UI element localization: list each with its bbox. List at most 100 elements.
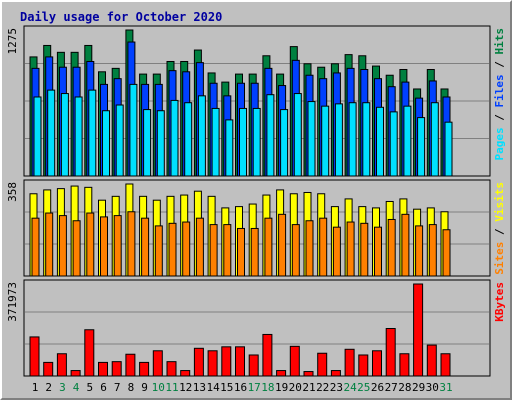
bar-sites-day-2	[45, 212, 54, 277]
bar-sites-day-4	[72, 220, 81, 277]
legend-top: Pages / Files / Hits	[493, 28, 506, 161]
bar-pages-day-4	[74, 96, 83, 177]
bar-kbytes-day-12	[180, 370, 191, 377]
bar-pages-day-5	[88, 89, 97, 177]
bar-pages-day-21	[307, 101, 316, 177]
x-tick-label-day-1: 1	[32, 381, 39, 394]
bar-sites-day-31	[442, 229, 451, 277]
bar-kbytes-day-1	[29, 336, 40, 377]
x-tick-label-day-20: 20	[289, 381, 302, 394]
legend-part-bottom-0: KBytes	[493, 282, 506, 322]
x-tick-label-day-24: 24	[343, 381, 357, 394]
bar-sites-day-16	[237, 227, 245, 277]
bar-kbytes-day-3	[56, 353, 67, 377]
bar-sites-day-29	[415, 225, 424, 277]
x-tick-label-day-27: 27	[385, 381, 398, 394]
bar-pages-day-22	[321, 105, 330, 177]
bar-sites-day-3	[58, 215, 67, 277]
bar-pages-day-31	[444, 121, 453, 177]
x-tick-label-day-14: 14	[206, 381, 220, 394]
x-tick-label-day-3: 3	[59, 381, 66, 394]
bar-kbytes-day-10	[152, 350, 163, 377]
bar-sites-day-21	[305, 220, 314, 277]
bar-kbytes-day-22	[317, 352, 328, 377]
bar-kbytes-day-14	[207, 350, 218, 377]
chart-title: Daily usage for October 2020	[20, 10, 223, 24]
bar-pages-day-23	[334, 103, 343, 177]
legend-part-middle-2: Visits	[493, 182, 506, 222]
bar-sites-day-30	[428, 224, 437, 277]
bar-sites-day-15	[223, 224, 232, 277]
bar-sites-day-1	[31, 217, 40, 277]
bar-kbytes-day-30	[426, 344, 437, 377]
x-tick-label-day-2: 2	[45, 381, 52, 394]
bar-pages-day-10	[156, 110, 165, 177]
bar-pages-day-20	[293, 93, 302, 177]
bar-pages-day-26	[376, 106, 384, 177]
x-tick-label-day-6: 6	[100, 381, 107, 394]
legend-part-middle-0: Sites	[493, 242, 506, 275]
bar-pages-day-9	[143, 109, 152, 177]
bar-pages-day-24	[348, 102, 357, 177]
bar-pages-day-28	[403, 105, 412, 177]
bar-pages-day-13	[197, 95, 206, 177]
bar-pages-day-3	[60, 93, 69, 177]
bar-pages-day-2	[47, 89, 56, 177]
bar-sites-day-14	[209, 224, 218, 277]
legend-middle: Sites / Visits	[493, 182, 506, 275]
bar-kbytes-day-23	[330, 370, 341, 377]
x-tick-label-day-23: 23	[330, 381, 343, 394]
x-tick-label-day-21: 21	[302, 381, 315, 394]
bar-pages-day-1	[33, 96, 42, 177]
x-tick-label-day-4: 4	[73, 381, 80, 394]
x-tick-label-day-26: 26	[371, 381, 384, 394]
bar-sites-day-9	[141, 217, 150, 277]
bar-pages-day-29	[417, 117, 426, 177]
x-tick-label-day-18: 18	[261, 381, 274, 394]
x-tick-label-day-25: 25	[357, 381, 370, 394]
x-tick-label-day-12: 12	[179, 381, 192, 394]
x-tick-label-day-30: 30	[426, 381, 439, 394]
bar-kbytes-day-29	[413, 283, 424, 377]
x-tick-label-day-19: 19	[275, 381, 288, 394]
bar-sites-day-11	[168, 222, 177, 277]
bar-sites-day-24	[346, 221, 355, 277]
bar-kbytes-day-8	[125, 353, 136, 377]
bar-kbytes-day-19	[276, 370, 287, 377]
ymax-label-bottom: 371973	[6, 282, 19, 322]
bar-sites-day-28	[401, 213, 410, 277]
bar-sites-day-7	[113, 215, 122, 277]
legend-part-top-3: /	[493, 55, 506, 75]
legend-part-top-2: Files	[493, 74, 506, 107]
legend-part-top-0: Pages	[493, 127, 506, 160]
legend-part-top-1: /	[493, 108, 506, 128]
bar-pages-day-18	[266, 94, 275, 177]
bar-pages-day-8	[129, 83, 138, 177]
x-tick-label-day-13: 13	[193, 381, 206, 394]
bar-kbytes-day-9	[139, 361, 150, 377]
bar-kbytes-day-5	[84, 329, 95, 377]
bar-sites-day-27	[387, 218, 396, 277]
bar-sites-day-10	[154, 225, 163, 277]
bar-kbytes-day-18	[262, 333, 273, 377]
x-tick-label-day-29: 29	[412, 381, 425, 394]
x-tick-label-day-8: 8	[128, 381, 135, 394]
x-tick-label-day-16: 16	[234, 381, 247, 394]
bar-sites-day-8	[127, 211, 136, 277]
bar-sites-day-12	[182, 221, 191, 277]
bar-pages-day-15	[225, 119, 234, 177]
bar-sites-day-23	[332, 226, 341, 277]
legend-part-middle-1: /	[493, 222, 506, 242]
bar-pages-day-19	[280, 109, 289, 177]
bar-pages-day-27	[389, 111, 398, 177]
bar-kbytes-day-15	[221, 346, 232, 377]
x-tick-label-day-7: 7	[114, 381, 121, 394]
bar-kbytes-day-26	[372, 350, 382, 377]
bar-kbytes-day-7	[111, 361, 122, 377]
bar-sites-day-13	[195, 217, 204, 277]
bar-kbytes-day-11	[166, 361, 177, 377]
bar-kbytes-day-27	[385, 328, 396, 377]
x-tick-label-day-15: 15	[220, 381, 233, 394]
